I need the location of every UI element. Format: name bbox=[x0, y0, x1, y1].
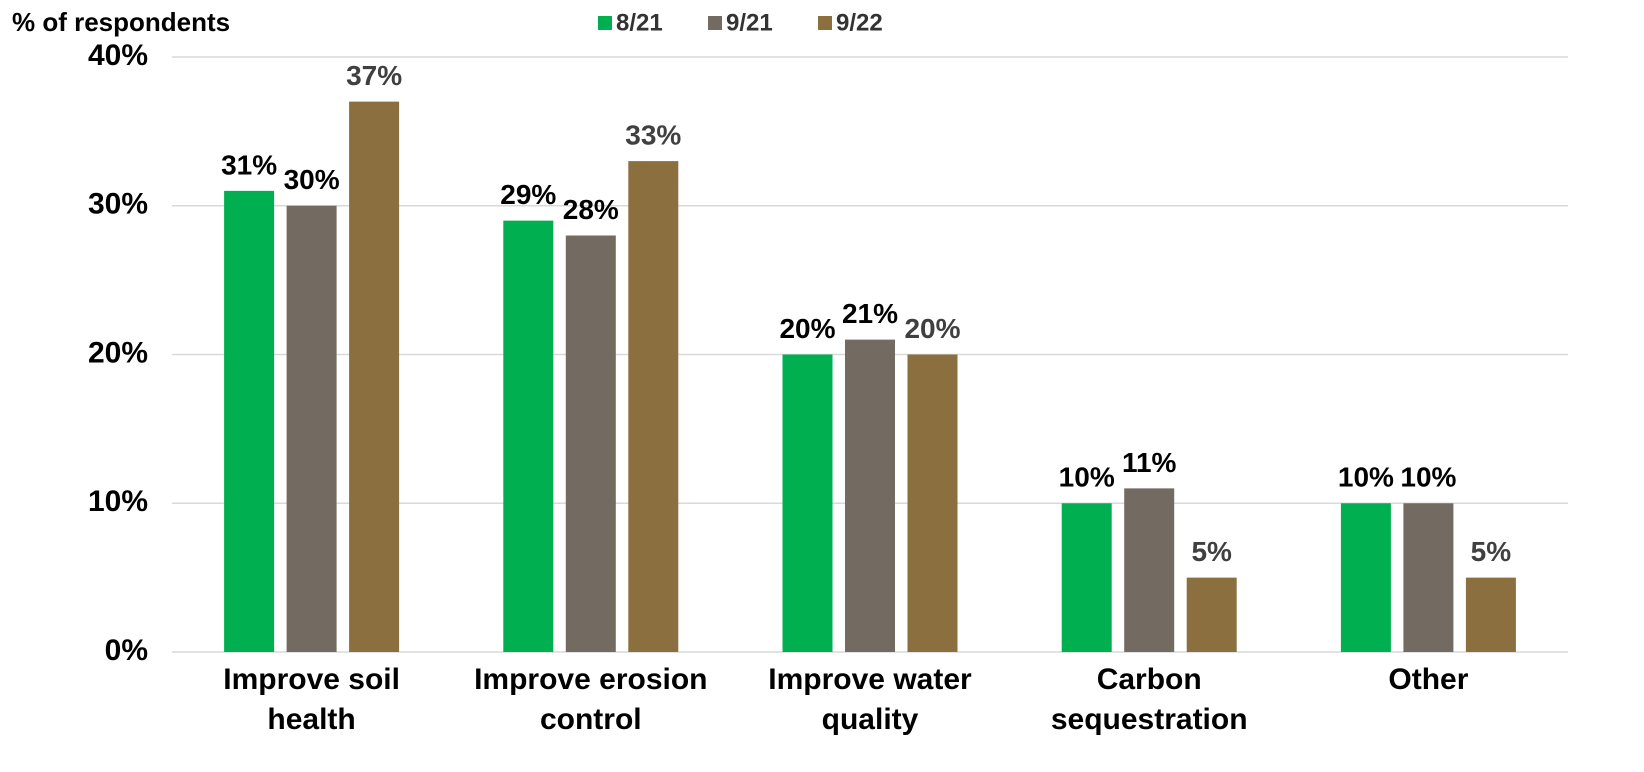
legend-swatch bbox=[818, 16, 832, 30]
value-label: 29% bbox=[500, 179, 556, 210]
value-label: 33% bbox=[625, 120, 681, 151]
bar bbox=[349, 101, 400, 652]
legend-label: 8/21 bbox=[616, 9, 663, 36]
x-tick-label: Improve water quality bbox=[768, 663, 972, 736]
bar bbox=[782, 354, 833, 652]
bar bbox=[907, 354, 958, 652]
value-label: 5% bbox=[1471, 536, 1512, 567]
value-label: 20% bbox=[904, 313, 960, 344]
bar bbox=[565, 235, 616, 652]
y-tick-label: 30% bbox=[88, 188, 148, 221]
bar bbox=[1403, 503, 1454, 652]
value-label: 20% bbox=[779, 313, 835, 344]
y-tick-label: 40% bbox=[88, 39, 148, 72]
bar bbox=[1186, 577, 1237, 652]
bar bbox=[1061, 503, 1112, 652]
value-label: 30% bbox=[284, 164, 340, 195]
value-label: 37% bbox=[346, 60, 402, 91]
bar bbox=[224, 190, 275, 652]
value-label: 11% bbox=[1122, 447, 1177, 478]
value-label: 28% bbox=[563, 194, 619, 225]
bar bbox=[845, 339, 895, 652]
y-tick-label: 10% bbox=[88, 485, 148, 518]
y-tick-label: 20% bbox=[88, 336, 148, 369]
x-tick-label: Improve erosion control bbox=[474, 663, 708, 736]
value-label: 31% bbox=[221, 149, 277, 180]
value-label: 5% bbox=[1191, 536, 1232, 567]
x-tick-label: Other bbox=[1388, 663, 1469, 696]
legend-label: 9/21 bbox=[726, 9, 773, 36]
value-label: 10% bbox=[1400, 462, 1456, 493]
value-label: 10% bbox=[1059, 462, 1115, 493]
y-axis-title: % of respondents bbox=[12, 7, 230, 37]
value-label: 21% bbox=[842, 298, 898, 329]
y-tick-label: 0% bbox=[105, 634, 148, 667]
bar bbox=[286, 205, 337, 652]
value-label: 10% bbox=[1338, 462, 1394, 493]
bar bbox=[503, 220, 554, 652]
legend-swatch bbox=[598, 16, 612, 30]
bar bbox=[628, 161, 679, 652]
x-tick-label: Carbon sequestration bbox=[1050, 663, 1248, 736]
bar bbox=[1340, 503, 1391, 652]
bar bbox=[1124, 488, 1175, 652]
x-tick-label: Improve soil health bbox=[223, 663, 400, 736]
legend-label: 9/22 bbox=[836, 9, 883, 36]
legend-swatch bbox=[708, 16, 722, 30]
bar bbox=[1465, 577, 1516, 652]
